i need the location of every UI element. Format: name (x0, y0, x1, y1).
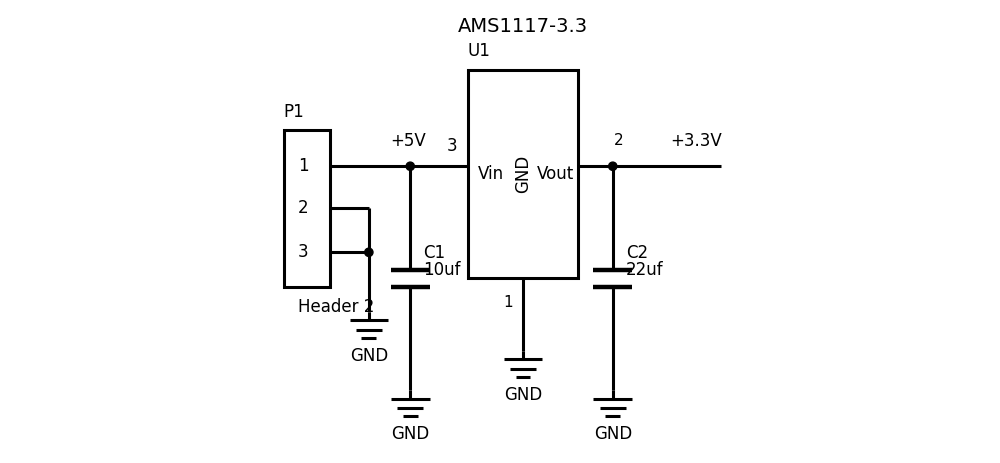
Text: AMS1117-3.3: AMS1117-3.3 (458, 17, 588, 36)
Text: 22uf: 22uf (626, 261, 663, 279)
Text: Header 2: Header 2 (298, 299, 374, 316)
Circle shape (365, 248, 373, 257)
Text: GND: GND (594, 425, 632, 443)
Text: C1: C1 (423, 244, 445, 262)
Text: 3: 3 (298, 243, 308, 261)
Text: 10uf: 10uf (423, 261, 461, 279)
Text: 3: 3 (447, 137, 458, 155)
Circle shape (406, 162, 414, 170)
Text: +5V: +5V (390, 132, 426, 150)
Circle shape (609, 162, 617, 170)
Text: Vin: Vin (478, 165, 504, 183)
Bar (284, 130, 330, 287)
Text: GND: GND (514, 155, 532, 193)
Text: 2: 2 (298, 200, 308, 218)
Text: 1: 1 (298, 157, 308, 175)
Text: +3.3V: +3.3V (670, 132, 722, 150)
Text: C2: C2 (626, 244, 648, 262)
Text: U1: U1 (468, 42, 491, 60)
Text: GND: GND (391, 425, 429, 443)
Text: P1: P1 (284, 103, 304, 121)
Text: 2: 2 (614, 133, 623, 149)
Bar (468, 70, 578, 277)
Text: 1: 1 (503, 295, 513, 310)
Text: GND: GND (504, 386, 542, 404)
Text: GND: GND (350, 347, 388, 365)
Text: Vout: Vout (537, 165, 574, 183)
